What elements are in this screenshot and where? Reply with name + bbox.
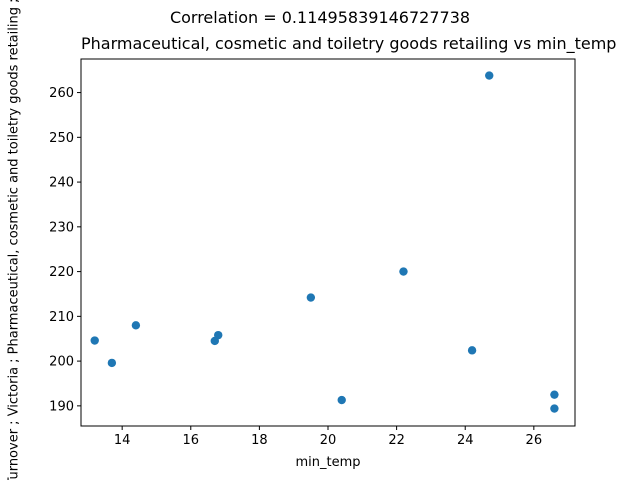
y-axis-label: Turnover ; Victoria ; Pharmaceutical, co…: [6, 0, 22, 480]
x-tick-label: 22: [388, 433, 405, 448]
y-tick-label: 250: [49, 131, 74, 146]
data-point: [550, 390, 559, 399]
data-point: [550, 404, 559, 413]
y-tick-label: 230: [49, 220, 74, 235]
data-point: [107, 358, 117, 368]
x-tick-label: 24: [457, 433, 474, 448]
x-axis-label: min_temp: [295, 455, 361, 470]
y-tick-label: 240: [49, 176, 74, 191]
axes-frame: [80, 58, 576, 427]
x-tick-label: 14: [114, 433, 131, 448]
data-point: [337, 395, 346, 405]
data-point: [214, 330, 223, 340]
y-tick-label: 220: [49, 265, 74, 280]
x-tick-label: 26: [526, 433, 543, 448]
data-point: [306, 293, 316, 302]
chart-suptitle: Correlation = 0.11495839146727738: [169, 8, 471, 27]
x-tick-label: 18: [251, 433, 268, 448]
data-point: [90, 336, 99, 345]
data-point: [131, 321, 141, 330]
y-tick-label: 190: [49, 399, 74, 414]
y-tick-label: 200: [49, 355, 74, 370]
y-tick-label: 210: [49, 310, 74, 325]
x-tick-label: 20: [320, 433, 337, 448]
data-point: [485, 71, 494, 80]
data-point: [467, 346, 477, 355]
chart-title: Pharmaceutical, cosmetic and toiletry go…: [81, 34, 617, 53]
x-tick-label: 16: [183, 433, 200, 448]
data-point: [399, 267, 408, 276]
y-tick-label: 260: [49, 86, 74, 101]
y-axis-label-clip: Turnover ; Victoria ; Pharmaceutical, co…: [0, 0, 40, 480]
